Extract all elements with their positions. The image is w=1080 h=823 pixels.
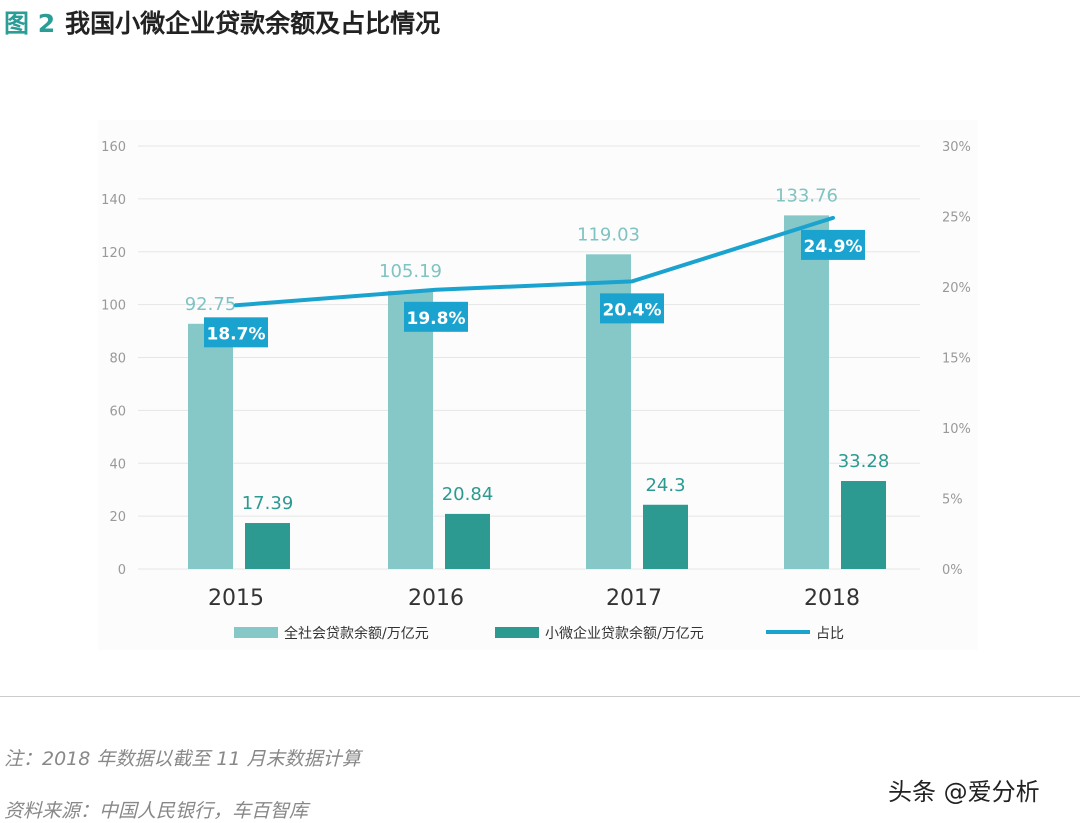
y-left-tick-label: 40 (109, 457, 126, 472)
bar-label-small-micro-loans: 17.39 (242, 493, 294, 514)
figure-header: 图 2 我国小微企业贷款余额及占比情况 (4, 4, 440, 40)
ratio-label: 20.4% (603, 300, 662, 320)
y-left-tick-label: 120 (101, 246, 126, 261)
legend-swatch-total-loans (234, 627, 278, 638)
bar-total-loans (784, 215, 829, 569)
bar-total-loans (388, 290, 433, 569)
bar-label-small-micro-loans: 24.3 (645, 475, 685, 496)
bar-label-total-loans: 105.19 (379, 261, 442, 282)
y-left-tick-label: 100 (101, 299, 126, 314)
figure-number: 图 2 (4, 9, 56, 38)
watermark: 头条 @爱分析 (888, 778, 1040, 806)
bar-small-micro-loans (445, 513, 490, 569)
y-left-tick-label: 140 (101, 193, 126, 208)
bar-small-micro-loans (245, 523, 290, 569)
y-right-tick-label: 20% (942, 281, 971, 296)
y-right-tick-label: 15% (942, 352, 971, 367)
ratio-label: 19.8% (407, 309, 466, 329)
footnote-note: 注：2018 年数据以截至 11 月末数据计算 (4, 748, 361, 770)
ratio-label-box (204, 317, 268, 348)
x-tick-label: 2017 (606, 586, 662, 611)
ratio-label-box (600, 293, 664, 324)
y-left-tick-label: 60 (109, 404, 126, 419)
y-left-tick-label: 20 (109, 510, 126, 525)
y-left-tick-label: 0 (118, 563, 126, 578)
legend-swatch-small-micro-loans (495, 627, 539, 638)
bar-label-total-loans: 133.76 (775, 185, 838, 206)
divider (0, 696, 1080, 697)
y-right-tick-label: 30% (942, 140, 971, 155)
y-left-tick-label: 160 (101, 140, 126, 155)
bar-total-loans (188, 323, 233, 569)
y-right-tick-label: 0% (942, 563, 963, 578)
footnote-source: 资料来源：中国人民银行，车百智库 (4, 800, 309, 822)
legend-label-small-micro-loans: 小微企业贷款余额/万亿元 (545, 625, 704, 642)
ratio-label-box (404, 301, 468, 332)
bar-label-total-loans: 92.75 (185, 294, 237, 315)
chart-title: 我国小微企业贷款余额及占比情况 (65, 9, 441, 38)
chart-svg: 0 20 40 60 80 100 120 140 160 0% 5% 10% 15% 20% 25% 30%… (101, 140, 971, 642)
chart-panel: 0 20 40 60 80 100 120 140 160 0% 5% 10% 15% 20% 25% 30%… (98, 120, 978, 650)
y-right-tick-label: 10% (942, 422, 971, 437)
bar-label-small-micro-loans: 33.28 (838, 451, 890, 472)
bar-label-small-micro-loans: 20.84 (442, 484, 494, 505)
x-tick-label: 2016 (408, 586, 464, 611)
bar-label-total-loans: 119.03 (577, 224, 640, 245)
y-right-tick-label: 5% (942, 493, 963, 508)
y-right-tick-label: 25% (942, 211, 971, 226)
bar-small-micro-loans (643, 504, 688, 569)
y-left-tick-label: 80 (109, 352, 126, 367)
ratio-label: 18.7% (207, 324, 266, 344)
bar-small-micro-loans (841, 481, 886, 569)
ratio-label-box (801, 229, 865, 260)
legend-label-ratio: 占比 (816, 626, 844, 642)
legend-label-total-loans: 全社会贷款余额/万亿元 (284, 625, 429, 642)
ratio-line (234, 215, 835, 308)
x-tick-label: 2018 (804, 586, 860, 611)
ratio-label: 24.9% (804, 237, 863, 257)
x-tick-label: 2015 (208, 586, 264, 611)
